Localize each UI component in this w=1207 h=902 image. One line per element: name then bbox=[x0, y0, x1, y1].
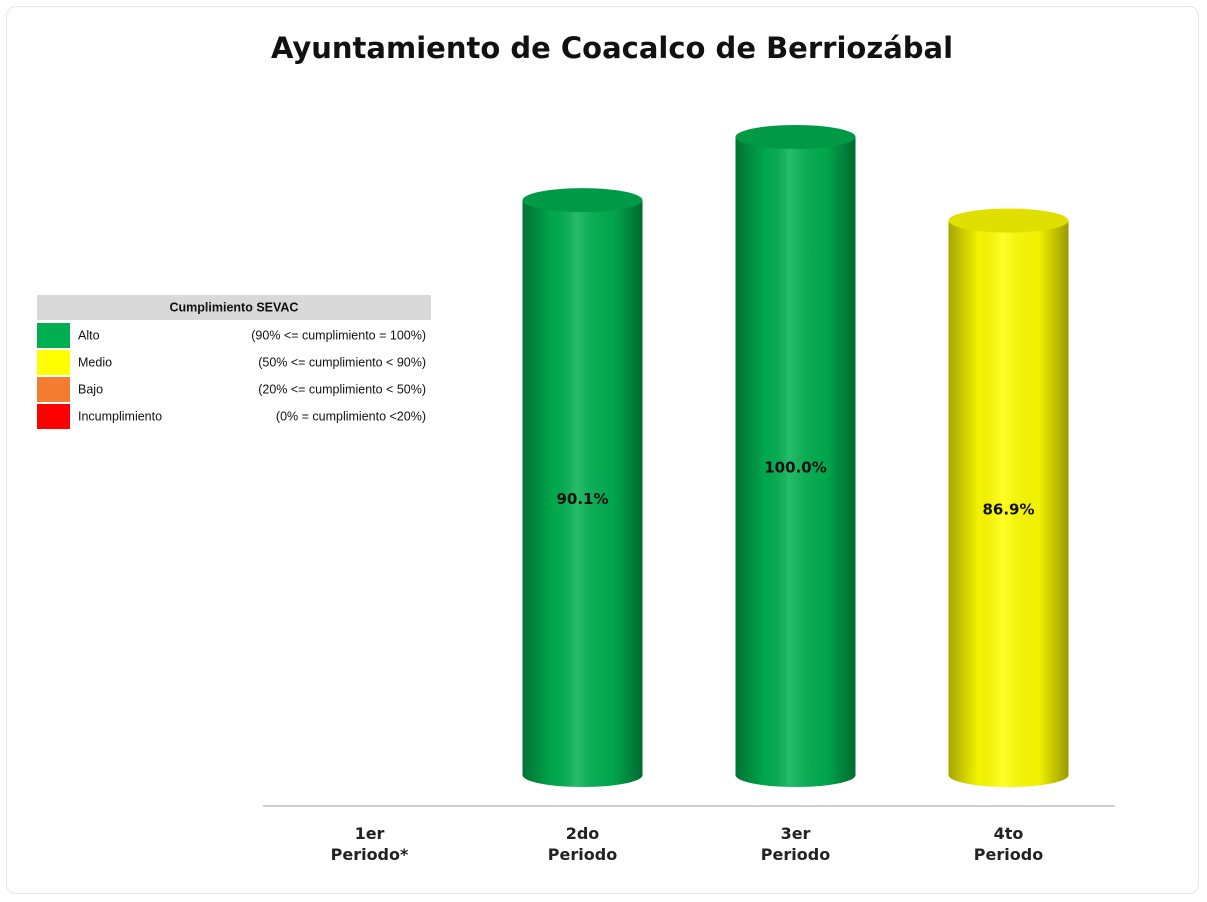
x-tick-label: 2do Periodo bbox=[547, 824, 618, 864]
legend-range: (90% <= cumplimiento = 100%) bbox=[251, 328, 426, 342]
x-tick-label: 3er Periodo bbox=[760, 824, 831, 864]
value-label: 100.0% bbox=[764, 459, 826, 477]
legend-header-bg bbox=[37, 295, 431, 320]
legend-swatch bbox=[37, 404, 70, 429]
bar-cap-shade bbox=[522, 188, 643, 213]
legend-range: (0% = cumplimiento <20%) bbox=[276, 409, 426, 423]
legend-label: Medio bbox=[78, 355, 112, 369]
bar-cap bbox=[735, 125, 856, 149]
value-label: 90.1% bbox=[556, 490, 608, 508]
legend-label: Alto bbox=[78, 328, 100, 342]
bar-cap bbox=[948, 208, 1069, 233]
legend-title: Cumplimiento SEVAC bbox=[170, 300, 299, 314]
legend-label: Bajo bbox=[78, 382, 103, 396]
x-tick-label: 4to Periodo bbox=[973, 824, 1044, 864]
bar-shade bbox=[948, 220, 1069, 775]
legend-range: (50% <= cumplimiento < 90%) bbox=[258, 355, 426, 369]
bar-cap bbox=[522, 188, 643, 213]
legend-swatch bbox=[37, 350, 70, 375]
value-label: 86.9% bbox=[982, 500, 1034, 518]
legend-label: Incumplimiento bbox=[78, 409, 162, 423]
legend-swatch bbox=[37, 377, 70, 402]
x-tick-label: 1er Periodo* bbox=[330, 824, 409, 864]
bar-shade bbox=[735, 137, 856, 775]
chart-title: Ayuntamiento de Coacalco de Berriozábal bbox=[271, 31, 953, 65]
bar-cap-shade bbox=[735, 125, 856, 149]
legend-range: (20% <= cumplimiento < 50%) bbox=[258, 382, 426, 396]
legend-swatch bbox=[37, 323, 70, 348]
frame bbox=[6, 6, 1199, 894]
bar-shade bbox=[522, 200, 643, 776]
bar-cap-shade bbox=[948, 208, 1069, 233]
